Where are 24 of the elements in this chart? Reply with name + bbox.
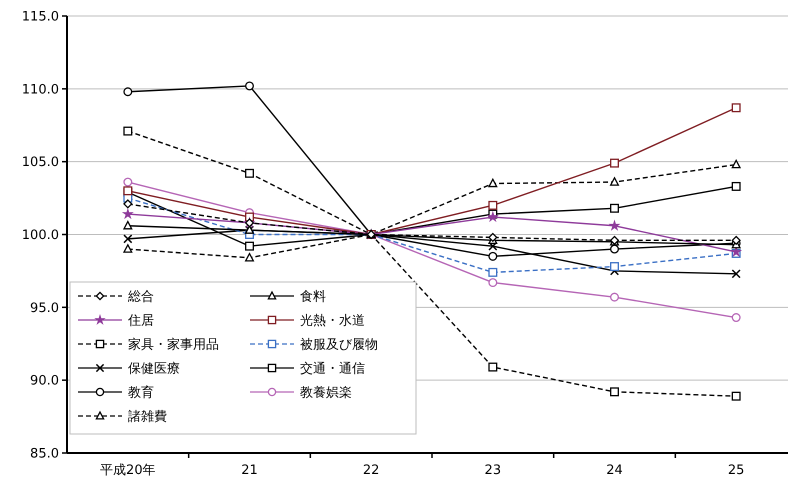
y-tick-label: 90.0: [30, 374, 59, 389]
x-tick-label: 24: [606, 463, 623, 478]
legend-label: 住居: [127, 314, 154, 329]
legend-label: 総合: [127, 290, 154, 305]
legend-label: 光熱・水道: [300, 314, 365, 329]
legend-label: 教養娯楽: [300, 386, 352, 401]
y-tick-label: 105.0: [22, 155, 59, 170]
legend-label: 教育: [128, 384, 154, 401]
legend-label: 家具・家事用品: [128, 336, 219, 353]
y-tick-label: 95.0: [30, 300, 59, 316]
legend-label: 被服及び履物: [300, 338, 378, 353]
legend-label: 交通・通信: [300, 360, 365, 377]
y-tick-label: 115.0: [22, 10, 59, 25]
y-tick-label: 100.0: [22, 228, 59, 244]
legend-label: 諸雑費: [128, 410, 167, 425]
x-tick-label: 25: [728, 463, 744, 478]
y-tick-label: 85.0: [30, 446, 59, 462]
legend-label: 保健医療: [128, 362, 180, 377]
x-tick-label: 21: [241, 463, 258, 478]
legend-label: 食料: [300, 290, 326, 305]
y-tick-label: 110.0: [22, 82, 59, 98]
x-tick-label: 23: [484, 463, 502, 478]
x-tick-label: 平成20年: [100, 463, 156, 478]
x-tick-label: 22: [362, 463, 380, 478]
